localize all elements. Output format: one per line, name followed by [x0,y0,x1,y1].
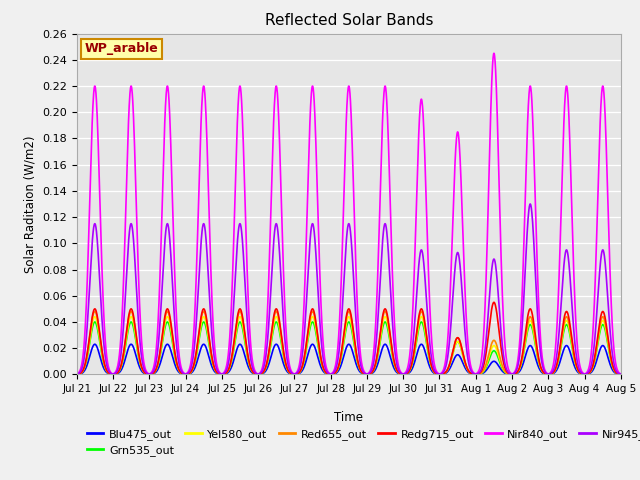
Y-axis label: Solar Raditaion (W/m2): Solar Raditaion (W/m2) [24,135,36,273]
X-axis label: Time: Time [334,411,364,424]
Legend: Blu475_out, Grn535_out, Yel580_out, Red655_out, Redg715_out, Nir840_out, Nir945_: Blu475_out, Grn535_out, Yel580_out, Red6… [83,424,640,460]
Title: Reflected Solar Bands: Reflected Solar Bands [264,13,433,28]
Text: WP_arable: WP_arable [85,42,159,55]
